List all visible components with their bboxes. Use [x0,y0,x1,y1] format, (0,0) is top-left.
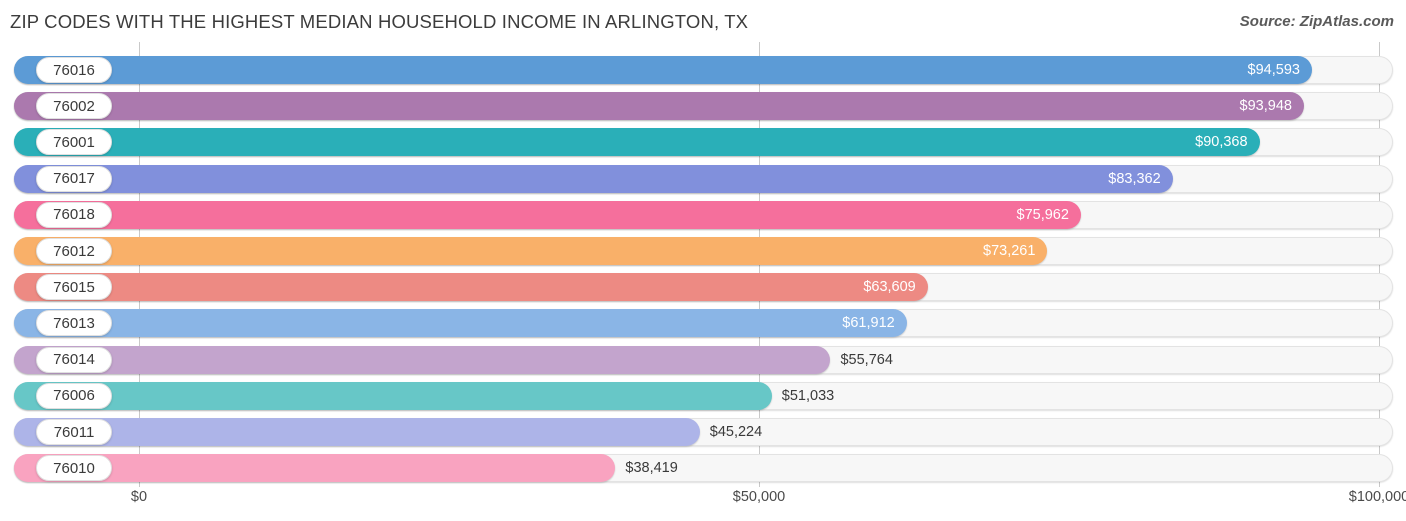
bar-value-label: $75,962 [1016,206,1069,223]
table-row[interactable]: 76002 $93,948 [14,92,1393,121]
table-row[interactable]: 76012 $73,261 [14,237,1393,265]
zip-code-label: 76016 [36,57,112,83]
bar-value-label: $55,764 [840,351,893,368]
zip-code-label: 76015 [36,274,112,301]
zip-code-label: 76010 [36,455,112,482]
axis-tick-label: $100,000 [1348,489,1406,505]
bar[interactable] [14,381,772,410]
zip-code-label: 76012 [36,238,112,264]
table-row[interactable]: 76001 $90,368 [14,128,1393,157]
bar-value-label: $83,362 [1108,170,1161,187]
chart-header: ZIP CODES WITH THE HIGHEST MEDIAN HOUSEH… [0,0,1406,42]
bar[interactable] [14,309,907,338]
bar[interactable] [14,418,700,446]
axis-tick-label: $50,000 [732,489,786,505]
zip-code-label: 76002 [36,93,112,120]
table-row[interactable]: 76013 $61,912 [14,309,1393,338]
table-row[interactable]: 76006 $51,033 [14,381,1393,410]
page-title: ZIP CODES WITH THE HIGHEST MEDIAN HOUSEH… [10,11,749,32]
table-row[interactable]: 76010 $38,419 [14,454,1393,483]
bar-value-label: $61,912 [842,315,895,332]
zip-code-label: 76017 [36,165,112,192]
bar-value-label: $73,261 [983,243,1036,259]
bar[interactable] [14,92,1304,121]
zip-code-label: 76001 [36,129,112,156]
zip-code-label: 76006 [36,382,112,409]
zip-code-label: 76013 [36,310,112,337]
bar[interactable] [14,128,1260,157]
chart-plot-area: 76016 $94,593 76002 $93,948 76001 $90,368 7601… [0,42,1406,487]
bar[interactable] [14,345,831,374]
table-row[interactable]: 76018 $75,962 [14,200,1393,229]
zip-code-label: 76014 [36,346,112,373]
zip-code-label: 76011 [36,419,112,445]
bar-value-label: $45,224 [709,424,763,440]
bar[interactable] [14,164,1173,193]
bar-value-label: $38,419 [625,460,678,477]
zip-code-label: 76018 [36,201,112,228]
bar[interactable] [14,454,616,483]
table-row[interactable]: 76011 $45,224 [14,418,1393,446]
axis-tick-label: $0 [130,489,148,505]
bar[interactable] [14,237,1048,265]
bar-rows: 76016 $94,593 76002 $93,948 76001 $90,368 7601… [0,42,1406,487]
source-attribution: Source: ZipAtlas.com [1239,13,1394,30]
x-axis: $0 $50,000 $100,000 [0,487,1406,521]
table-row[interactable]: 76014 $55,764 [14,345,1393,374]
bar[interactable] [14,56,1312,84]
bar-value-label: $63,609 [863,279,916,296]
bar[interactable] [14,273,928,302]
bar-value-label: $93,948 [1239,98,1292,115]
table-row[interactable]: 76017 $83,362 [14,164,1393,193]
table-row[interactable]: 76016 $94,593 [14,56,1393,84]
bar-value-label: $51,033 [781,387,835,404]
table-row[interactable]: 76015 $63,609 [14,273,1393,302]
bar-value-label: $94,593 [1247,62,1300,78]
bar-value-label: $90,368 [1195,134,1248,151]
bar[interactable] [14,200,1081,229]
